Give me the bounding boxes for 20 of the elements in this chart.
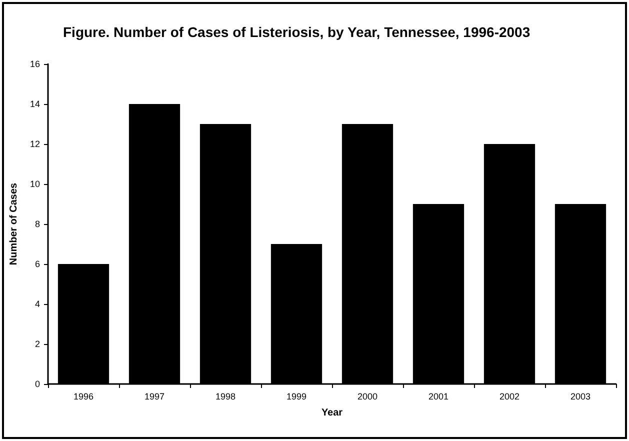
x-tick-label: 2002 [499, 392, 520, 402]
y-tick-label: 2 [34, 339, 40, 349]
y-tick-label: 8 [34, 219, 40, 229]
x-tick-label: 1998 [215, 392, 236, 402]
x-tick-label: 1996 [73, 392, 94, 402]
y-tick-label: 12 [30, 139, 40, 149]
y-tick-label: 6 [34, 259, 40, 269]
x-tick-label: 1999 [286, 392, 307, 402]
x-axis-title: Year [321, 408, 343, 418]
x-tick-label: 1997 [144, 392, 165, 402]
chart-title: Figure. Number of Cases of Listeriosis, by Year, Tennessee, 1996-2003 [63, 24, 530, 40]
y-axis-title: Number of Cases [8, 182, 20, 266]
y-tick-label: 14 [30, 99, 40, 109]
y-tick-label: 0 [34, 379, 40, 389]
x-tick-label: 2003 [570, 392, 591, 402]
x-tick-label: 2000 [357, 392, 378, 402]
x-tick-label: 2001 [428, 392, 449, 402]
y-tick-label: 4 [34, 299, 40, 309]
y-tick-label: 16 [30, 59, 40, 69]
y-tick-label: 10 [30, 179, 40, 189]
